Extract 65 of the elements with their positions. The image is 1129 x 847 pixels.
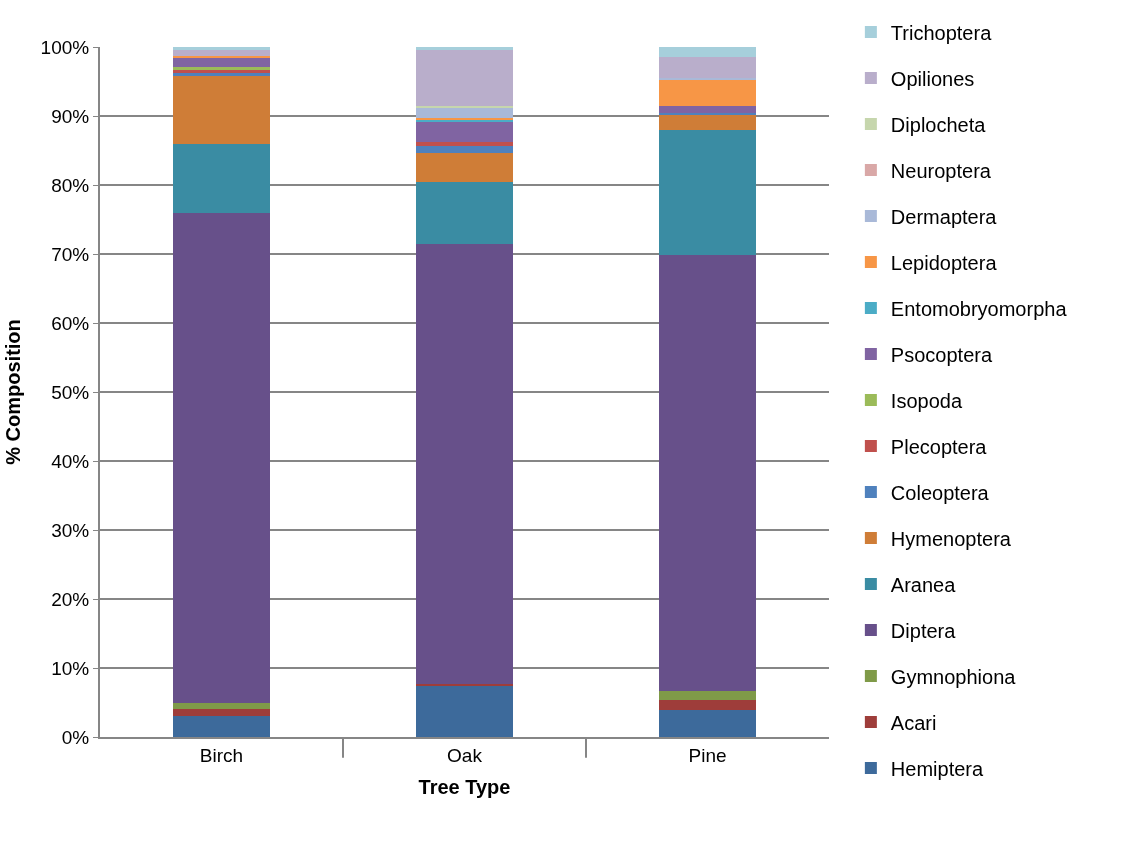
bar	[658, 78, 757, 81]
bar	[658, 255, 757, 691]
bar	[658, 47, 757, 57]
bar	[172, 67, 271, 70]
bar	[658, 114, 757, 131]
y-tick-label: 30%	[51, 519, 90, 541]
x-tick-label: Birch	[199, 744, 244, 766]
legend-label: Diplocheta	[890, 113, 987, 136]
y-tick-label: 20%	[51, 588, 90, 610]
legend-label: Diptera	[890, 619, 957, 642]
bar	[415, 107, 514, 119]
bar	[172, 143, 271, 213]
bar	[172, 49, 271, 56]
bar	[172, 55, 271, 59]
bar	[658, 80, 757, 106]
bar	[415, 146, 514, 154]
y-tick-label: 50%	[51, 381, 90, 403]
y-tick-label: 80%	[51, 174, 90, 196]
bar	[658, 56, 757, 79]
x-tick-label: Oak	[447, 744, 483, 766]
bar	[658, 700, 757, 711]
x-tick-label: Pine	[688, 744, 727, 766]
bar	[658, 105, 757, 114]
legend-label: Trichoptera	[890, 21, 993, 44]
legend-label: Opiliones	[890, 67, 975, 90]
y-tick-label: 100%	[40, 36, 90, 58]
bar	[415, 181, 514, 244]
bar	[172, 212, 271, 703]
bar	[172, 47, 271, 50]
y-tick-label: 90%	[51, 105, 90, 127]
bar	[415, 683, 514, 686]
legend-label: Aranea	[890, 573, 957, 596]
y-tick-label: 70%	[51, 243, 90, 265]
legend-label: Dermaptera	[890, 205, 998, 228]
legend-label: Entomobryomorpha	[890, 297, 1068, 320]
bar	[172, 58, 271, 68]
legend-label: Neuroptera	[890, 159, 992, 182]
legend-label: Plecoptera	[890, 435, 988, 458]
bar	[415, 105, 514, 108]
bar	[658, 130, 757, 256]
legend-label: Coleoptera	[890, 481, 990, 504]
y-tick-label: 10%	[51, 657, 90, 679]
bar	[172, 709, 271, 716]
bar	[415, 153, 514, 182]
bar	[658, 690, 757, 701]
legend-label: Isopoda	[890, 389, 963, 412]
legend-label: Gymnophiona	[890, 665, 1017, 688]
bar	[415, 50, 514, 106]
x-axis-title: Tree Type	[418, 775, 511, 798]
bar	[172, 75, 271, 144]
legend-label: Lepidoptera	[890, 251, 998, 274]
y-tick-label: 0%	[61, 726, 90, 748]
bar	[415, 122, 514, 142]
bar	[658, 710, 757, 737]
y-axis-title: % Composition	[1, 319, 24, 465]
legend-label: Psocoptera	[890, 343, 993, 366]
y-tick-label: 40%	[51, 450, 90, 472]
y-tick-label: 60%	[51, 312, 90, 334]
bar	[415, 243, 514, 684]
bar	[415, 685, 514, 737]
legend-label: Hemiptera	[890, 757, 984, 780]
legend-label: Acari	[890, 711, 937, 734]
bar	[172, 715, 271, 737]
bar	[172, 73, 271, 76]
legend-label: Hymenoptera	[890, 527, 1012, 550]
